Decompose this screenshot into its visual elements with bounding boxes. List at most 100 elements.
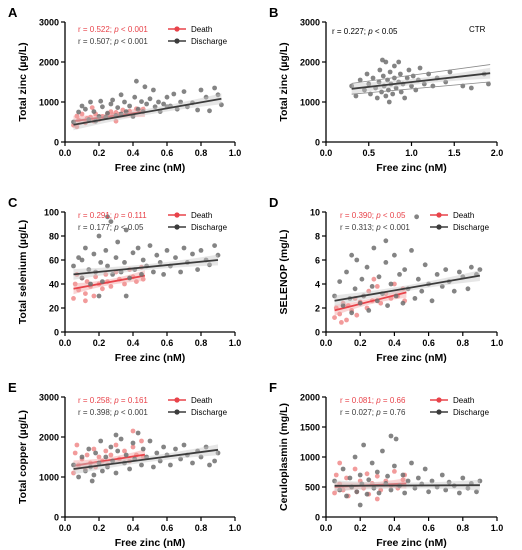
data-point — [100, 279, 105, 284]
data-point — [468, 264, 474, 270]
data-point — [140, 257, 146, 263]
x-tick-label: 1.0 — [229, 148, 242, 158]
data-point — [380, 57, 385, 63]
data-point — [88, 99, 93, 105]
x-axis-label: Free zinc (nM) — [115, 162, 186, 174]
data-point — [426, 489, 431, 495]
data-point — [88, 281, 93, 287]
y-tick-label: 100 — [44, 208, 59, 218]
data-point — [388, 433, 394, 439]
data-point — [357, 77, 363, 83]
x-axis-label: Free zinc (nM) — [376, 352, 447, 364]
legend-marker — [174, 26, 180, 32]
data-point — [344, 317, 349, 323]
data-point — [74, 124, 80, 130]
data-point — [157, 260, 163, 265]
legend-entry-death: r = 0.291; p = 0.111 Death — [78, 211, 212, 220]
data-point — [103, 248, 109, 253]
data-point — [379, 89, 384, 95]
legend-marker — [436, 224, 442, 230]
data-point — [122, 281, 127, 287]
data-point — [147, 96, 153, 102]
data-point — [357, 472, 363, 478]
data-point — [118, 92, 124, 98]
y-axis-label: SELENOP (mg/L) — [278, 230, 290, 315]
legend-stat: r = 0.081; p = 0.66 — [340, 396, 406, 405]
legend-label: Discharge — [453, 223, 490, 232]
data-point — [374, 298, 380, 304]
data-point — [337, 279, 343, 284]
data-point — [105, 464, 110, 470]
data-point — [393, 436, 399, 442]
y-tick-label: 0 — [54, 328, 59, 338]
legend-stat: r = 0.522; p < 0.001 — [78, 25, 148, 34]
data-point — [79, 103, 85, 109]
y-tick-label: 500 — [305, 483, 320, 493]
legend-stat: r = 0.313; p < 0.001 — [340, 223, 410, 232]
legend-label: Death — [453, 211, 474, 220]
data-point — [130, 250, 136, 256]
legend-stat: r = 0.258; p = 0.161 — [78, 396, 148, 405]
legend-label: Death — [453, 396, 474, 405]
data-point — [207, 462, 212, 468]
panel-letter: C — [8, 195, 18, 210]
data-point — [447, 69, 453, 75]
series-discharge — [71, 430, 221, 484]
data-point — [374, 473, 380, 479]
data-point — [100, 104, 105, 110]
data-point — [168, 462, 173, 468]
data-point — [127, 103, 132, 109]
data-point — [385, 473, 390, 479]
data-point — [140, 446, 146, 452]
data-point — [152, 104, 158, 110]
legend-marker — [174, 397, 180, 403]
data-point — [439, 284, 445, 289]
data-point — [352, 454, 358, 460]
legend-marker — [174, 38, 180, 44]
data-point — [477, 478, 483, 484]
data-point — [103, 454, 109, 460]
data-point — [108, 101, 114, 107]
data-point — [392, 281, 397, 287]
data-point — [86, 267, 92, 272]
data-point — [359, 276, 365, 282]
data-point — [434, 272, 440, 277]
panel-letter: A — [8, 5, 18, 20]
data-point — [364, 71, 370, 77]
y-tick-label: 8 — [315, 232, 320, 242]
stat-r: r = 0.313; — [340, 223, 376, 232]
data-point — [380, 73, 386, 79]
y-tick-label: 2000 — [39, 433, 59, 443]
data-point — [390, 91, 396, 97]
panel-e: E 0 1000 2000 3000 0.0 0.2 0.4 0.6 0.8 1.0 Free zin… — [8, 380, 241, 549]
panel-letter: F — [269, 380, 277, 395]
data-point — [157, 458, 163, 464]
data-point — [388, 487, 394, 493]
data-point — [385, 303, 390, 308]
legend-marker — [174, 212, 180, 218]
x-tick-label: 0.0 — [59, 148, 72, 158]
data-point — [113, 255, 119, 260]
data-point — [147, 438, 153, 444]
data-point — [93, 274, 98, 280]
data-point — [417, 65, 423, 71]
y-tick-label: 40 — [49, 280, 59, 290]
ci-line-lower — [351, 81, 491, 95]
data-point — [71, 119, 76, 125]
data-point — [477, 267, 483, 272]
data-point — [108, 284, 114, 289]
x-tick-label: 0.0 — [59, 523, 72, 533]
legend-entry-discharge: r = 0.507; p < 0.001 Discharge — [78, 37, 228, 46]
data-point — [103, 272, 109, 277]
data-point — [144, 454, 150, 460]
x-tick-label: 1.0 — [405, 148, 418, 158]
legend-label: Discharge — [191, 37, 228, 46]
y-tick-label: 20 — [49, 304, 59, 314]
y-axis-label: Total copper (µg/L) — [17, 410, 29, 504]
data-point — [105, 214, 110, 220]
data-point — [443, 487, 449, 493]
x-tick-label: 0.0 — [320, 338, 333, 348]
x-tick-label: 0.4 — [388, 338, 401, 348]
data-point — [93, 450, 98, 456]
y-tick-label: 1000 — [300, 98, 320, 108]
